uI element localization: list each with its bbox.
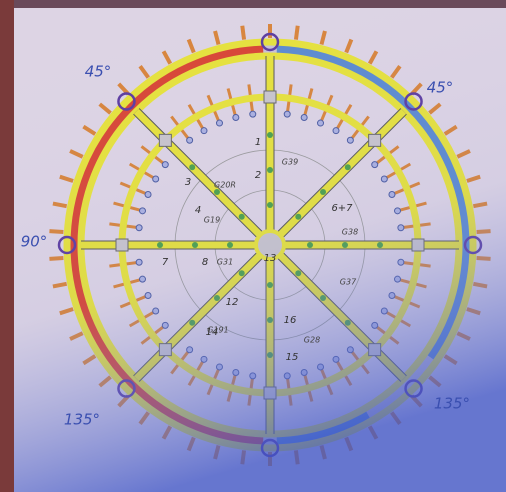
- section-code: G19: [204, 216, 220, 225]
- spoke-number: 8: [202, 257, 208, 268]
- spoke-number: 2: [255, 170, 261, 181]
- spoke-number: 4: [195, 205, 201, 216]
- spoke-number: 12: [226, 297, 239, 308]
- shadow: [14, 8, 506, 492]
- section-code: G37: [340, 278, 357, 287]
- section-code: G31: [217, 258, 233, 267]
- angle-label: 45°: [85, 63, 112, 81]
- spoke-number: 7: [162, 257, 169, 268]
- angle-label: 45°: [427, 79, 454, 97]
- section-code: G39: [282, 158, 298, 167]
- photo-edge: [0, 0, 14, 492]
- spoke-number: 16: [284, 315, 297, 326]
- spoke-number: 1: [255, 137, 261, 148]
- angle-label: 90°: [21, 233, 48, 251]
- spoke-number: 13: [264, 253, 277, 264]
- angle-label: 135°: [434, 395, 470, 413]
- section-code: G20R: [214, 181, 236, 190]
- section-code: G191: [207, 326, 228, 335]
- spoke-number: 15: [286, 352, 299, 363]
- section-code: G28: [304, 336, 320, 345]
- spoke-number: 6+7: [331, 203, 353, 214]
- spoke-number: 3: [185, 177, 191, 188]
- section-code: G38: [342, 228, 358, 237]
- angle-label: 135°: [64, 411, 100, 429]
- spoke-number: 14: [206, 327, 219, 338]
